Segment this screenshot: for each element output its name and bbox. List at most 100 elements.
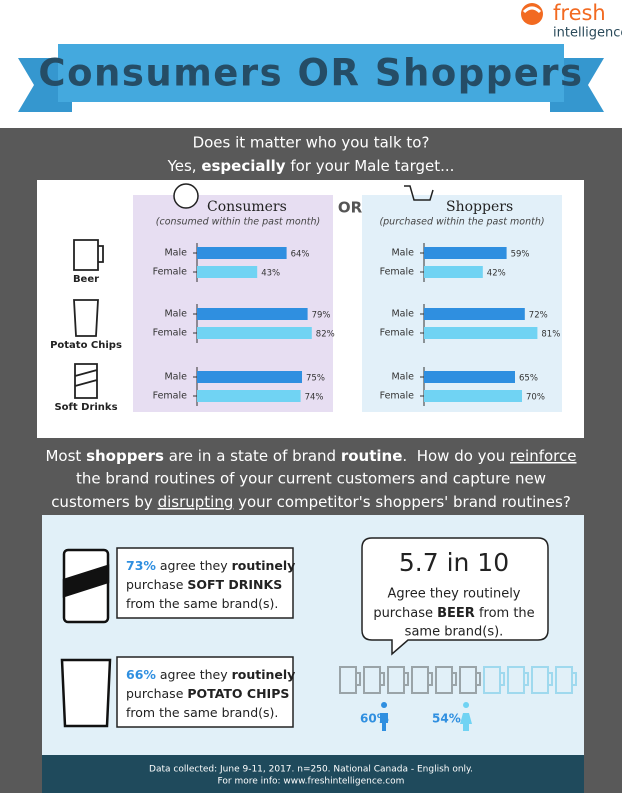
beer-line: purchase BEER from the	[373, 606, 534, 621]
head-icon	[173, 183, 199, 209]
text: purchase	[373, 606, 437, 621]
gender-label: Female	[380, 267, 415, 278]
ribbon	[58, 44, 564, 102]
gender-label: Female	[153, 328, 188, 339]
bar	[424, 327, 538, 339]
gender-label: Male	[164, 248, 187, 259]
stat-box	[116, 547, 294, 619]
mug-icon	[435, 666, 457, 694]
bar	[197, 390, 301, 402]
text: Yes,	[167, 157, 202, 175]
bar	[424, 371, 515, 383]
mug-icon	[411, 666, 433, 694]
text: especially	[201, 157, 285, 175]
text: . How do you	[402, 447, 510, 465]
text: customers by	[51, 493, 157, 511]
message-line: Most shoppers are in a state of brand ro…	[45, 447, 576, 465]
value-label: 82%	[316, 330, 335, 340]
bar	[197, 327, 312, 339]
text: POTATO CHIPS	[187, 686, 289, 701]
product-label: Beer	[73, 274, 99, 285]
text: from the same brand(s).	[126, 596, 278, 611]
text: agree they	[156, 558, 232, 573]
value-label: 43%	[261, 269, 280, 279]
beer-icon	[73, 239, 104, 271]
text: disrupting	[158, 493, 234, 511]
panel-title: Shoppers	[446, 199, 513, 215]
logo-swirl	[522, 6, 542, 14]
gender-label: Male	[391, 248, 414, 259]
logo: fresh	[553, 1, 606, 25]
product-label: Potato Chips	[50, 340, 122, 351]
value-label: 79%	[312, 311, 331, 321]
stat-line: from the same brand(s).	[126, 705, 278, 720]
stat-line: 66% agree they routinely	[126, 667, 295, 682]
text: shoppers	[86, 447, 164, 465]
panel-subtitle: (consumed within the past month)	[156, 217, 320, 228]
text: for your Male target...	[286, 157, 455, 175]
intro-question: Does it matter who you talk to?	[193, 134, 430, 152]
text: purchase	[126, 686, 187, 701]
footer	[42, 755, 584, 793]
intro-answer: Yes, especially for your Male target...	[167, 157, 455, 175]
male-icon	[380, 702, 388, 731]
mug-icon	[459, 666, 481, 694]
chips-icon	[73, 299, 99, 337]
text: from the same brand(s).	[126, 705, 278, 720]
logo-sub: intelligence	[553, 26, 622, 41]
bars: Beer Potato Chips Soft Drinks Male 64% Female…	[50, 243, 560, 413]
mug-icon	[507, 666, 529, 694]
text: SOFT DRINKS	[187, 577, 282, 592]
gender-label: Male	[391, 372, 414, 383]
separator: OR	[338, 199, 363, 217]
stat-line: purchase POTATO CHIPS	[126, 686, 289, 701]
message-line: the brand routines of your current custo…	[76, 470, 546, 488]
bar	[197, 308, 308, 320]
title: Consumers OR Shoppers	[38, 52, 583, 95]
value-label: 42%	[487, 269, 506, 279]
bar	[424, 390, 522, 402]
panel-title: Consumers	[207, 199, 287, 215]
value-label: 59%	[511, 250, 530, 260]
footer-line: Data collected: June 9-11, 2017. n=250. …	[149, 765, 473, 775]
cart-icon	[404, 185, 434, 201]
stat-line: from the same brand(s).	[126, 596, 278, 611]
gender-label: Female	[380, 328, 415, 339]
product-label: Soft Drinks	[54, 402, 117, 413]
gender-label: Male	[164, 372, 187, 383]
value-label: 81%	[541, 330, 560, 340]
soda-stripe	[62, 564, 110, 598]
panel-subtitle: (purchased within the past month)	[379, 217, 544, 228]
stat-icons	[60, 548, 112, 728]
stat-box	[116, 656, 294, 728]
mug-icon	[339, 666, 361, 694]
text: Most	[45, 447, 86, 465]
beer-headline: 5.7 in 10	[399, 548, 509, 577]
bar	[197, 371, 302, 383]
stats: 73% agree they routinely purchase SOFT DR…	[126, 558, 295, 720]
value-label: 64%	[291, 250, 310, 260]
gender-label: Female	[153, 391, 188, 402]
value-label: 75%	[306, 374, 325, 384]
text: your competitor's shoppers' brand routin…	[233, 493, 570, 511]
value-label: 72%	[529, 311, 548, 321]
mug-icon	[387, 666, 409, 694]
text: purchase	[126, 577, 187, 592]
footer-line: For more info: www.freshintelligence.com	[218, 777, 405, 787]
text: routinely	[232, 558, 296, 573]
bar	[424, 247, 507, 259]
gender-label: Female	[380, 391, 415, 402]
soda-icon	[74, 363, 98, 399]
mug-icon	[483, 666, 505, 694]
chips-icon	[60, 658, 112, 728]
bar	[424, 308, 525, 320]
female-icon	[460, 702, 472, 731]
mug-icon	[555, 666, 577, 694]
text: 66%	[126, 667, 156, 682]
text: 73%	[126, 558, 156, 573]
gender-label: Male	[391, 309, 414, 320]
female-stat: 54%	[432, 712, 461, 726]
message-line: customers by disrupting your competitor'…	[51, 493, 571, 511]
mug-row	[339, 666, 577, 694]
value-label: 74%	[305, 393, 324, 403]
